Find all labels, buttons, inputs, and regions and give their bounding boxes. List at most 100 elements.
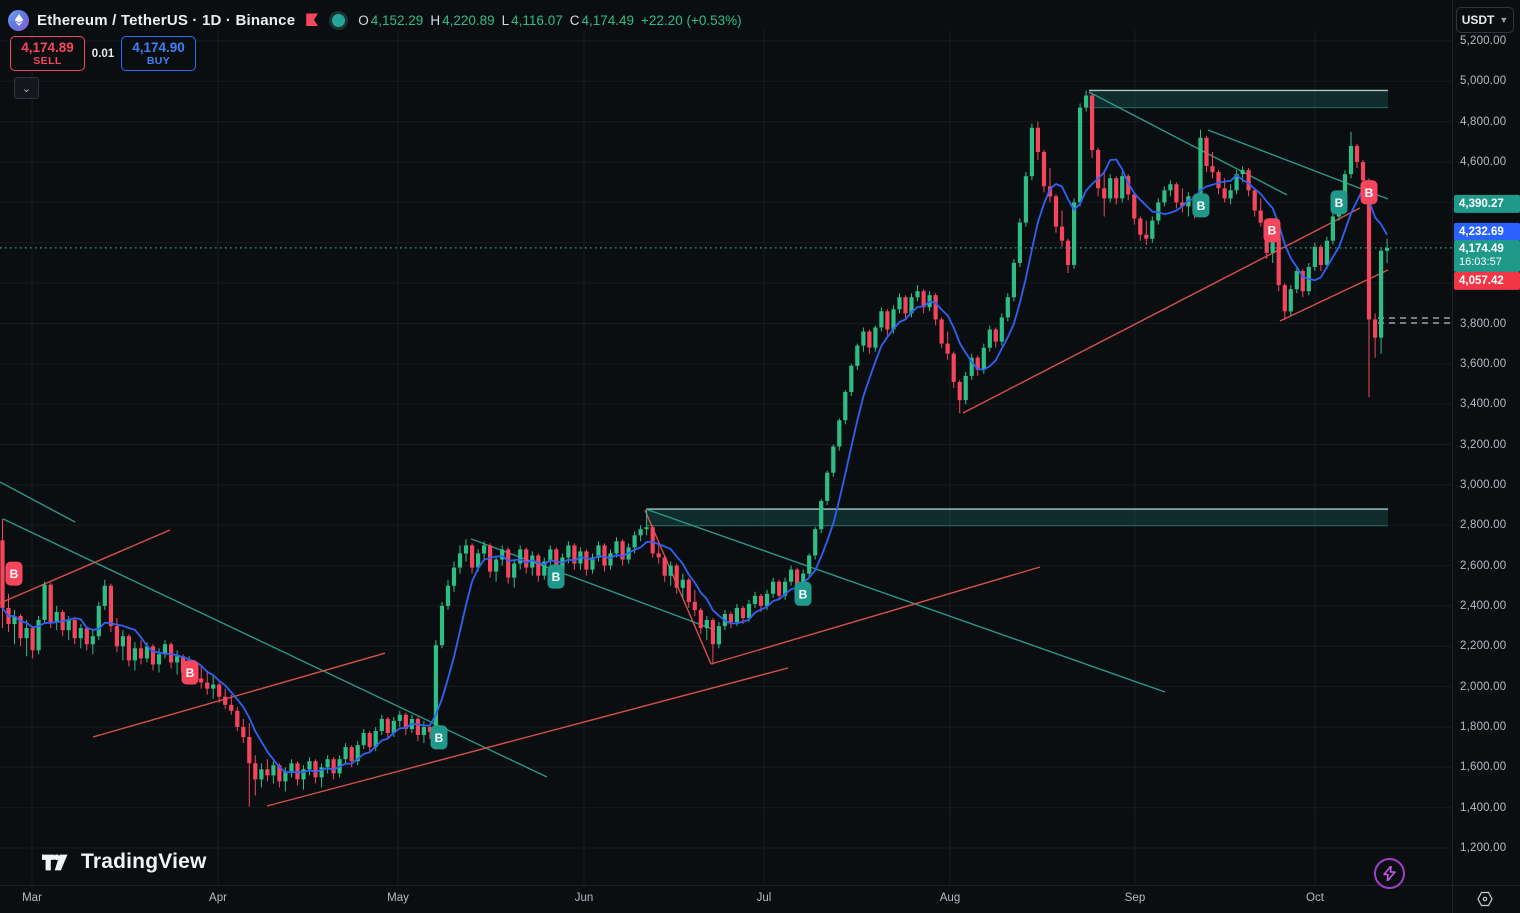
candle-body — [783, 581, 788, 596]
buy-marker-badge[interactable] — [1192, 193, 1210, 218]
candle-body — [518, 549, 523, 564]
candle-body — [542, 561, 547, 576]
candle-body — [199, 678, 204, 683]
quick-trade-button[interactable] — [1374, 858, 1405, 889]
candle-body — [1330, 216, 1335, 241]
candle-body — [777, 581, 782, 596]
candle-body — [421, 727, 426, 736]
candle-body — [524, 549, 529, 568]
zone-rectangle[interactable] — [1089, 90, 1388, 108]
candle-body — [686, 579, 691, 602]
trend-line[interactable] — [0, 529, 171, 604]
trade-badge[interactable]: B — [1192, 193, 1210, 218]
badge-label: B — [799, 587, 808, 601]
candle-body — [1312, 246, 1317, 267]
candle-body — [512, 563, 517, 578]
candle-body — [0, 540, 5, 608]
ma-line[interactable] — [1, 158, 1388, 774]
candle-body — [470, 545, 475, 568]
badge-label: B — [10, 567, 19, 581]
candle-body — [909, 297, 914, 314]
candle-body — [734, 607, 739, 622]
candle-body — [1222, 188, 1227, 199]
price-tag: 4,232.69 — [1454, 222, 1520, 242]
candle-body — [855, 345, 860, 366]
badge-label: B — [552, 570, 561, 584]
trade-badge[interactable]: B — [181, 660, 199, 685]
trend-line[interactable] — [962, 207, 1361, 414]
month-label: Oct — [1306, 892, 1324, 904]
candle-body — [373, 731, 378, 748]
candle-body — [1228, 190, 1233, 199]
ohlc-readout: O 4,152.29 H 4,220.89 L 4,116.07 C 4,174… — [358, 13, 741, 28]
sell-button[interactable]: 4,174.89 SELL — [10, 36, 85, 71]
sell-marker-badge[interactable] — [5, 561, 23, 586]
buy-button[interactable]: 4,174.90 BUY — [121, 36, 196, 71]
high-value: 4,220.89 — [442, 12, 495, 28]
trend-line[interactable] — [710, 566, 1041, 665]
sell-marker-badge[interactable] — [1360, 180, 1378, 205]
candle-body — [801, 573, 806, 586]
sell-marker-badge[interactable] — [1263, 218, 1281, 243]
buy-marker-badge[interactable] — [794, 581, 812, 606]
candle-body — [963, 375, 968, 401]
tradingview-logo[interactable]: TradingView — [42, 850, 207, 874]
price-tick-label: 2,200.00 — [1460, 640, 1507, 653]
buy-marker-badge[interactable] — [430, 725, 448, 750]
candle-body — [1198, 137, 1203, 213]
candle-body — [704, 620, 709, 629]
candle-body — [1162, 190, 1167, 203]
trend-line[interactable] — [2, 518, 548, 778]
trend-line[interactable] — [645, 508, 1166, 693]
trade-badge[interactable]: B — [430, 725, 448, 750]
candle-body — [698, 609, 703, 629]
candlestick-chart[interactable]: B B B B B B B B B — [0, 0, 1452, 885]
flag-icon[interactable] — [303, 11, 321, 29]
trade-badge[interactable]: B — [1360, 180, 1378, 205]
chart-canvas[interactable]: B B B B B B B B B — [0, 0, 1452, 885]
price-tag: 4,057.42 — [1454, 271, 1520, 291]
candle-body — [873, 327, 878, 348]
trade-badge[interactable]: B — [5, 561, 23, 586]
axis-settings-button[interactable] — [1476, 890, 1493, 907]
price-tick-label: 5,200.00 — [1460, 35, 1507, 47]
candle-body — [1072, 202, 1077, 265]
buy-marker-badge[interactable] — [547, 564, 565, 589]
market-status-icon[interactable] — [329, 10, 349, 30]
time-axis[interactable]: Mar Apr May Jun Jul Aug Sep Oct — [0, 885, 1452, 913]
trend-line[interactable] — [92, 652, 386, 738]
price-axis[interactable]: 5,200.00 5,000.00 4,800.00 4,600.00 3,800.00… — [1452, 0, 1520, 885]
candle-body — [752, 595, 758, 604]
price-tick-label: 4,600.00 — [1460, 156, 1507, 169]
zone-rectangle[interactable] — [646, 509, 1388, 526]
trade-badge[interactable]: B — [1263, 218, 1281, 243]
sell-marker-badge[interactable] — [181, 660, 199, 685]
trend-line[interactable] — [266, 667, 789, 807]
trade-badge[interactable]: B — [547, 564, 565, 589]
trend-line[interactable] — [1207, 129, 1389, 200]
candle-body — [1059, 226, 1065, 241]
trade-badge[interactable]: B — [1330, 190, 1348, 215]
candle-body — [849, 365, 854, 392]
symbol-title[interactable]: Ethereum / TetherUS · 1D · Binance — [37, 11, 296, 29]
candle-body — [259, 769, 264, 780]
trend-line[interactable] — [470, 538, 713, 630]
collapse-panel-button[interactable]: ⌄ — [14, 77, 39, 99]
candle-body — [1252, 190, 1257, 211]
order-panel: 4,174.89 SELL 0.01 4,174.90 BUY — [10, 36, 196, 71]
buy-marker-badge[interactable] — [1330, 190, 1348, 215]
currency-dropdown[interactable]: USDT ▼ — [1456, 7, 1514, 33]
price-tick-label: 1,600.00 — [1460, 761, 1507, 774]
candle-body — [500, 549, 505, 560]
trend-line[interactable] — [0, 481, 76, 523]
candle-body — [1324, 240, 1329, 265]
candle-body — [1240, 170, 1245, 175]
candle-body — [680, 579, 685, 588]
trend-line[interactable] — [1088, 91, 1288, 196]
candle-body — [451, 567, 457, 586]
candle-body — [385, 718, 390, 733]
close-label: C — [569, 12, 580, 28]
candle-body — [1300, 271, 1305, 292]
trade-badge[interactable]: B — [794, 581, 812, 606]
candle-body — [415, 718, 420, 735]
